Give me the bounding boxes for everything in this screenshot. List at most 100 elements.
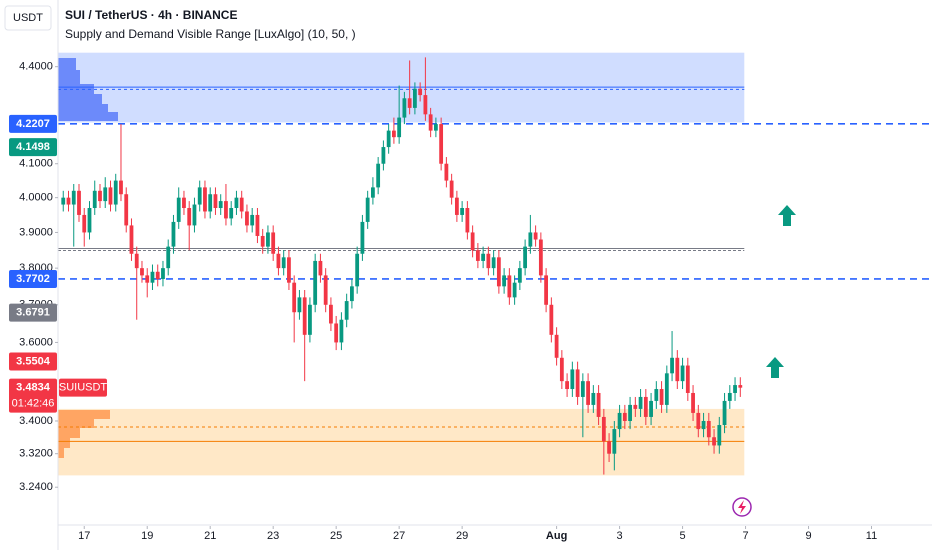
candle-body: [617, 412, 622, 430]
candle-body: [517, 268, 522, 283]
signal-arrows: [766, 205, 796, 378]
y-tick-label: 3.9000: [19, 226, 53, 238]
candle-body: [281, 257, 286, 269]
currency-box[interactable]: [4, 5, 52, 31]
price-badge: [9, 303, 57, 322]
profile-bar: [58, 94, 102, 104]
candle-body: [486, 253, 491, 269]
candle-body: [224, 201, 228, 219]
candle-body: [712, 437, 716, 446]
candle-body: [591, 392, 596, 405]
profile-bar: [58, 428, 80, 438]
candle-body: [208, 194, 213, 212]
candle-body: [308, 304, 312, 335]
candle-body: [323, 275, 328, 305]
candle-body: [113, 180, 118, 205]
candle-body: [454, 197, 459, 215]
candle-body: [706, 420, 711, 438]
candle-body: [124, 194, 129, 226]
candle-body: [250, 214, 255, 226]
candle-body: [512, 282, 517, 298]
candle-body: [596, 392, 601, 417]
y-tick-label: 4.0000: [19, 192, 53, 204]
y-tick-label: 4.4000: [19, 61, 53, 73]
candle-body: [722, 400, 727, 426]
candle-body: [433, 124, 438, 131]
price-badge-label: 4.2207: [16, 118, 50, 130]
candle-body: [360, 221, 365, 254]
candle-body: [549, 304, 554, 335]
candles: [61, 57, 743, 475]
x-tick-label: 25: [330, 530, 342, 542]
countdown: 01:42:46: [12, 398, 55, 410]
candle-body: [339, 319, 344, 343]
candle-body: [675, 357, 680, 382]
candle-body: [643, 396, 648, 417]
levels: [58, 86, 932, 442]
candle-body: [465, 208, 470, 233]
candle-body: [575, 369, 580, 397]
candle-body: [554, 334, 559, 358]
candle-body: [412, 88, 417, 108]
candle-body: [460, 208, 465, 215]
candle-body: [659, 389, 664, 405]
candle-body: [680, 365, 685, 382]
candle-body: [738, 385, 743, 388]
y-tick-label: 3.6000: [19, 336, 53, 348]
candle-body: [496, 257, 501, 287]
candle-body: [344, 301, 349, 320]
y-tick-label: 4.1000: [19, 158, 53, 170]
alert-icon[interactable]: [732, 497, 752, 517]
candle-body: [392, 130, 396, 138]
x-tick-label: 29: [456, 530, 468, 542]
candle-body: [171, 221, 176, 247]
candle-body: [386, 130, 391, 148]
candle-body: [439, 124, 444, 164]
price-badge: [9, 114, 57, 133]
price-badge-label: 3.5504: [16, 355, 51, 367]
candle-body: [402, 98, 407, 118]
candle-body: [239, 197, 244, 212]
candle-body: [302, 297, 307, 335]
candle-body: [580, 381, 585, 397]
candle-body: [633, 404, 638, 409]
candle-body: [150, 271, 155, 283]
candle-body: [161, 268, 165, 280]
candle-body: [140, 268, 144, 276]
candle-body: [533, 232, 538, 240]
candle-body: [108, 187, 113, 205]
profile-bar: [58, 419, 94, 428]
candle-body: [287, 257, 291, 283]
candle-body: [134, 253, 139, 269]
symbol-label: SUIUSDT: [59, 382, 108, 394]
candle-body: [71, 190, 76, 205]
candle-body: [376, 163, 381, 188]
candle-body: [701, 420, 706, 430]
candle-body: [502, 275, 507, 287]
candle-body: [245, 211, 249, 226]
candle-body: [234, 197, 239, 209]
candle-body: [103, 187, 108, 202]
up-arrow: [778, 205, 796, 226]
x-tick-label: 19: [141, 530, 153, 542]
x-tick-label: 11: [866, 530, 877, 542]
candle-body: [166, 246, 171, 269]
candle-body: [397, 117, 402, 138]
x-tick-label: 23: [267, 530, 279, 542]
x-tick-label: 7: [742, 530, 748, 542]
candle-body: [733, 385, 737, 393]
candle-body: [470, 232, 475, 251]
candle-body: [98, 190, 102, 202]
x-tick-label: 17: [78, 530, 90, 542]
candle-body: [329, 304, 333, 324]
price-badge: [9, 269, 57, 288]
y-tick-label: 3.2400: [19, 481, 53, 493]
candle-body: [607, 441, 611, 454]
x-tick-label: 9: [805, 530, 811, 542]
axes: 4.40004.10004.00003.90003.80003.70003.60…: [9, 0, 932, 550]
price-badge-label: 3.7702: [16, 273, 50, 285]
last-price-label: 3.4834: [16, 382, 51, 394]
candle-body: [622, 412, 627, 421]
candle-body: [218, 201, 223, 209]
